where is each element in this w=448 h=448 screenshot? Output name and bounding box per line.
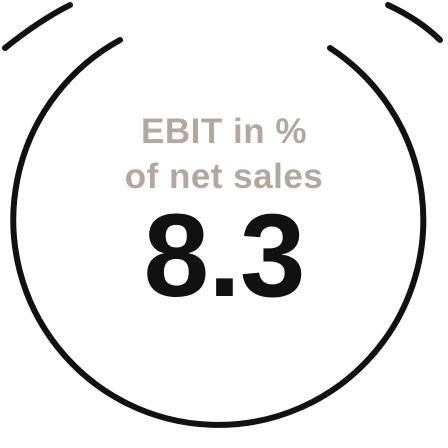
circle-arc [10, 37, 427, 428]
arc-segment-top-right [385, 2, 443, 43]
arc-segment-top-left [2, 2, 73, 51]
metric-value: 8.3 [143, 190, 305, 322]
metric-label-line-1: EBIT in % [141, 112, 307, 151]
metric-label-line-2: of net sales [124, 157, 324, 196]
